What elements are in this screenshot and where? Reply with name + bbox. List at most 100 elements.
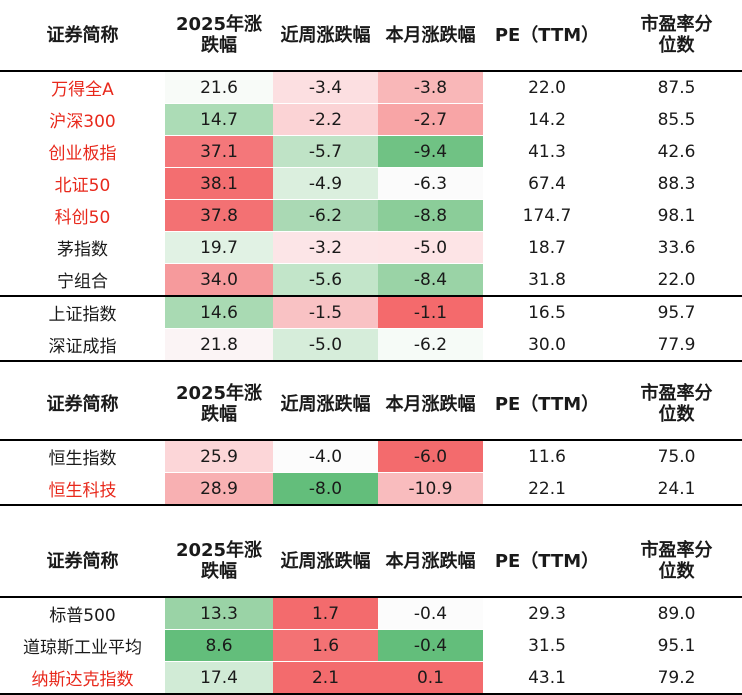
ytd-change-cell: 17.4	[165, 661, 273, 695]
month-change-cell: 0.1	[378, 661, 483, 695]
security-name-cell: 深证成指	[0, 328, 165, 362]
pe-percentile-cell: 89.0	[611, 597, 742, 630]
ytd-change-cell: 13.3	[165, 597, 273, 630]
month-change-cell: -0.4	[378, 629, 483, 662]
pe-ttm-cell: 43.1	[483, 661, 611, 695]
ytd-change-cell: 19.7	[165, 231, 273, 264]
pe-percentile-cell: 87.5	[611, 71, 742, 104]
security-name-cell: 恒生科技	[0, 472, 165, 506]
pe-percentile-cell: 88.3	[611, 167, 742, 200]
pe-percentile-cell: 95.7	[611, 295, 742, 329]
security-name-cell: 创业板指	[0, 135, 165, 168]
table-row: 标普500 13.3 1.7 -0.4 29.3 89.0	[0, 597, 742, 630]
month-change-cell: -6.0	[378, 440, 483, 473]
header-pct: 市盈率分 位数	[611, 369, 742, 441]
header-ytd-line1: 2025年涨	[175, 383, 263, 404]
security-name-cell: 沪深300	[0, 103, 165, 136]
month-change-cell: -9.4	[378, 135, 483, 168]
pe-ttm-cell: 31.5	[483, 629, 611, 662]
header-pe: PE（TTM）	[483, 0, 611, 72]
security-name-cell: 茅指数	[0, 231, 165, 264]
table-row: 恒生指数 25.9 -4.0 -6.0 11.6 75.0	[0, 440, 742, 473]
pe-percentile-cell: 95.1	[611, 629, 742, 662]
header-row: 证券简称 2025年涨 跌幅 近周涨跌幅 本月涨跌幅 PE（TTM） 市盈率分 位数	[0, 526, 742, 598]
table-row: 北证50 38.1 -4.9 -6.3 67.4 88.3	[0, 167, 742, 200]
week-change-cell: 2.1	[273, 661, 378, 695]
header-pct-line2: 位数	[658, 404, 695, 425]
week-change-cell: 1.6	[273, 629, 378, 662]
pe-percentile-cell: 98.1	[611, 199, 742, 232]
pe-ttm-cell: 30.0	[483, 328, 611, 362]
header-ytd-line2: 跌幅	[201, 404, 237, 425]
security-name-cell: 标普500	[0, 597, 165, 630]
security-name-cell: 科创50	[0, 199, 165, 232]
week-change-cell: -6.2	[273, 199, 378, 232]
hk-table: 证券简称 2025年涨 跌幅 近周涨跌幅 本月涨跌幅 PE（TTM） 市盈率分 位数…	[0, 369, 742, 506]
pe-ttm-cell: 174.7	[483, 199, 611, 232]
ytd-change-cell: 28.9	[165, 472, 273, 506]
header-pct-line1: 市盈率分	[640, 14, 713, 35]
table-body: 恒生指数 25.9 -4.0 -6.0 11.6 75.0 恒生科技 28.9 -8.0 -10.…	[0, 440, 742, 506]
pe-percentile-cell: 22.0	[611, 263, 742, 297]
week-change-cell: -5.6	[273, 263, 378, 297]
header-week: 近周涨跌幅	[273, 526, 378, 598]
week-change-cell: -4.0	[273, 440, 378, 473]
header-pct-line1: 市盈率分	[640, 540, 713, 561]
pe-percentile-cell: 33.6	[611, 231, 742, 264]
table-row: 上证指数 14.6 -1.5 -1.1 16.5 95.7	[0, 295, 742, 329]
table-row: 道琼斯工业平均 8.6 1.6 -0.4 31.5 95.1	[0, 629, 742, 662]
header-ytd: 2025年涨 跌幅	[165, 0, 273, 72]
table-row: 科创50 37.8 -6.2 -8.8 174.7 98.1	[0, 199, 742, 232]
week-change-cell: -3.4	[273, 71, 378, 104]
header-pe: PE（TTM）	[483, 369, 611, 441]
ytd-change-cell: 37.1	[165, 135, 273, 168]
ytd-change-cell: 14.6	[165, 295, 273, 329]
table-body: 万得全A 21.6 -3.4 -3.8 22.0 87.5 沪深300 14.7 -2.2 -2.…	[0, 71, 742, 362]
week-change-cell: -2.2	[273, 103, 378, 136]
header-week: 近周涨跌幅	[273, 369, 378, 441]
table-body: 标普500 13.3 1.7 -0.4 29.3 89.0 道琼斯工业平均 8.6 1.6 -0.…	[0, 597, 742, 695]
ytd-change-cell: 14.7	[165, 103, 273, 136]
header-ytd-line2: 跌幅	[201, 561, 237, 582]
month-change-cell: -8.8	[378, 199, 483, 232]
header-name: 证券简称	[0, 526, 165, 598]
table-row: 深证成指 21.8 -5.0 -6.2 30.0 77.9	[0, 328, 742, 362]
week-change-cell: -8.0	[273, 472, 378, 506]
header-pct-line2: 位数	[658, 35, 695, 56]
header-month: 本月涨跌幅	[378, 369, 483, 441]
ytd-change-cell: 37.8	[165, 199, 273, 232]
pe-ttm-cell: 18.7	[483, 231, 611, 264]
month-change-cell: -8.4	[378, 263, 483, 297]
week-change-cell: -4.9	[273, 167, 378, 200]
header-ytd: 2025年涨 跌幅	[165, 369, 273, 441]
header-month: 本月涨跌幅	[378, 0, 483, 72]
header-ytd-line2: 跌幅	[201, 35, 237, 56]
table-row: 创业板指 37.1 -5.7 -9.4 41.3 42.6	[0, 135, 742, 168]
month-change-cell: -6.3	[378, 167, 483, 200]
security-name-cell: 纳斯达克指数	[0, 661, 165, 695]
pe-ttm-cell: 29.3	[483, 597, 611, 630]
week-change-cell: -3.2	[273, 231, 378, 264]
pe-percentile-cell: 75.0	[611, 440, 742, 473]
table-row: 万得全A 21.6 -3.4 -3.8 22.0 87.5	[0, 71, 742, 104]
header-month: 本月涨跌幅	[378, 526, 483, 598]
pe-ttm-cell: 31.8	[483, 263, 611, 297]
header-row: 证券简称 2025年涨 跌幅 近周涨跌幅 本月涨跌幅 PE（TTM） 市盈率分 位数	[0, 0, 742, 72]
week-change-cell: -5.7	[273, 135, 378, 168]
table-row: 宁组合 34.0 -5.6 -8.4 31.8 22.0	[0, 263, 742, 297]
month-change-cell: -2.7	[378, 103, 483, 136]
header-pct-line2: 位数	[658, 561, 695, 582]
security-name-cell: 恒生指数	[0, 440, 165, 473]
a-share-table: 证券简称 2025年涨 跌幅 近周涨跌幅 本月涨跌幅 PE（TTM） 市盈率分 位数…	[0, 0, 742, 362]
pe-percentile-cell: 79.2	[611, 661, 742, 695]
table-row: 茅指数 19.7 -3.2 -5.0 18.7 33.6	[0, 231, 742, 264]
month-change-cell: -6.2	[378, 328, 483, 362]
week-change-cell: -1.5	[273, 295, 378, 329]
header-name: 证券简称	[0, 0, 165, 72]
week-change-cell: 1.7	[273, 597, 378, 630]
pe-percentile-cell: 42.6	[611, 135, 742, 168]
header-row: 证券简称 2025年涨 跌幅 近周涨跌幅 本月涨跌幅 PE（TTM） 市盈率分 位数	[0, 369, 742, 441]
header-ytd-line1: 2025年涨	[175, 540, 263, 561]
header-pct: 市盈率分 位数	[611, 526, 742, 598]
